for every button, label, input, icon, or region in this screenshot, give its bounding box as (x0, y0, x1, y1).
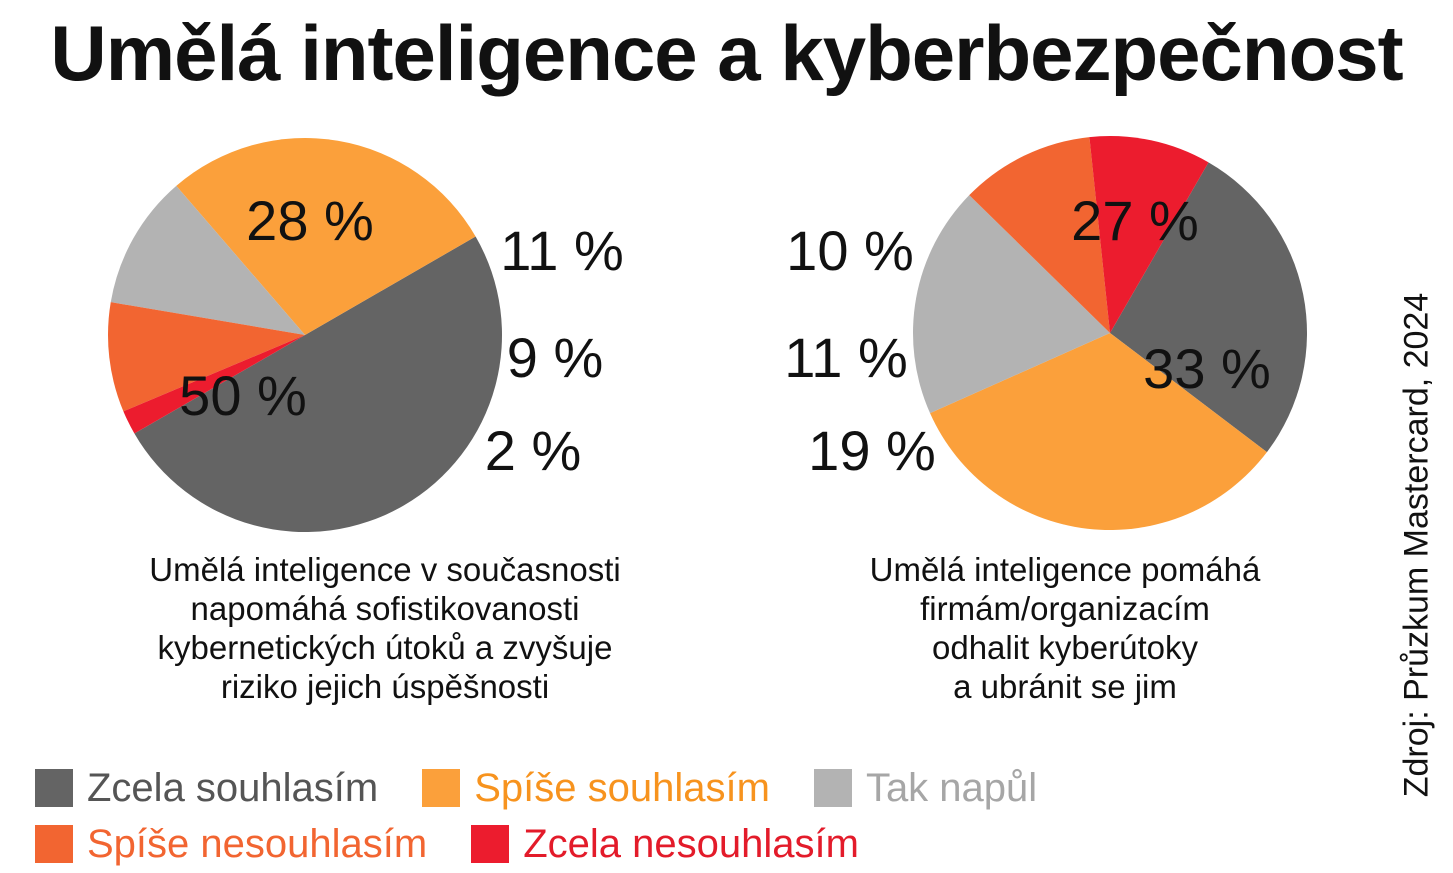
data-label-zcela-nesouhlasim: 10 % (786, 219, 914, 282)
legend-label: Spíše souhlasím (474, 765, 770, 810)
legend-item-zcela-souhlasim: Zcela souhlasím (35, 766, 378, 811)
data-label-tak-napul: 11 % (500, 219, 623, 282)
pie-slice-zcela-nesouhlasim (123, 335, 305, 434)
data-label-zcela-souhlasim: 50 % (179, 364, 307, 427)
legend-item-zcela-nesouhlasim: Zcela nesouhlasím (471, 822, 859, 867)
legend-swatch (471, 825, 510, 863)
data-label-tak-napul: 19 % (808, 419, 936, 482)
caption-line: Umělá inteligence v současnosti (149, 551, 621, 588)
caption-line: firmám/organizacím (920, 590, 1210, 627)
pie-slice-spise-nesouhlasim (969, 137, 1110, 333)
caption-line: kybernetických útoků a zvyšuje (157, 629, 613, 666)
data-label-spise-souhlasim: 33 % (1143, 337, 1271, 400)
caption-right: Umělá inteligence pomáhá firmám/organiza… (770, 550, 1360, 706)
caption-line: odhalit kyberútoky (932, 629, 1198, 666)
caption-line: a ubránit se jim (953, 668, 1177, 705)
caption-line: Umělá inteligence pomáhá (869, 551, 1261, 588)
source-note: Zdroj: Průzkum Mastercard, 2024 (1397, 292, 1436, 798)
legend: Zcela souhlasím Spíše souhlasím Tak napů… (35, 760, 1365, 872)
data-label-spise-nesouhlasim: 11 % (784, 326, 907, 389)
data-label-zcela-souhlasim: 27 % (1071, 189, 1199, 252)
legend-label: Zcela souhlasím (87, 765, 379, 810)
legend-row: Spíše nesouhlasím Zcela nesouhlasím (35, 816, 1365, 872)
pie-slice-zcela-souhlasim (134, 236, 502, 532)
legend-label: Spíše nesouhlasím (87, 821, 428, 866)
pie-slice-spise-souhlasim (930, 333, 1267, 530)
legend-row: Zcela souhlasím Spíše souhlasím Tak napů… (35, 760, 1365, 816)
pie-slice-tak-napul (912, 195, 1110, 414)
pie-slice-tak-napul (110, 185, 305, 335)
data-label-zcela-nesouhlasim: 2 % (485, 419, 582, 482)
pie-slice-zcela-nesouhlasim (1089, 135, 1209, 333)
legend-swatch (35, 769, 73, 807)
legend-label: Tak napůl (865, 765, 1038, 810)
caption-line: napomáhá sofistikovanosti (190, 590, 580, 627)
legend-swatch (422, 769, 461, 807)
legend-swatch (35, 825, 73, 863)
legend-swatch (813, 769, 852, 807)
caption-line: riziko jejich úspěšnosti (220, 668, 550, 705)
legend-item-spise-nesouhlasim: Spíše nesouhlasím (35, 822, 427, 867)
legend-item-spise-souhlasim: Spíše souhlasím (422, 766, 770, 811)
data-label-spise-souhlasim: 28 % (246, 189, 374, 252)
pie-slice-spise-nesouhlasim (107, 302, 305, 412)
legend-label: Zcela nesouhlasím (523, 821, 859, 866)
legend-item-tak-napul: Tak napůl (813, 765, 1038, 811)
chart-title: Umělá inteligence a kyberbezpečnost (50, 9, 1403, 97)
caption-left: Umělá inteligence v současnosti napomáhá… (80, 550, 690, 706)
pie-slice-zcela-souhlasim (1110, 162, 1307, 453)
pie-slice-spise-souhlasim (176, 138, 476, 335)
data-label-spise-nesouhlasim: 9 % (507, 326, 604, 389)
